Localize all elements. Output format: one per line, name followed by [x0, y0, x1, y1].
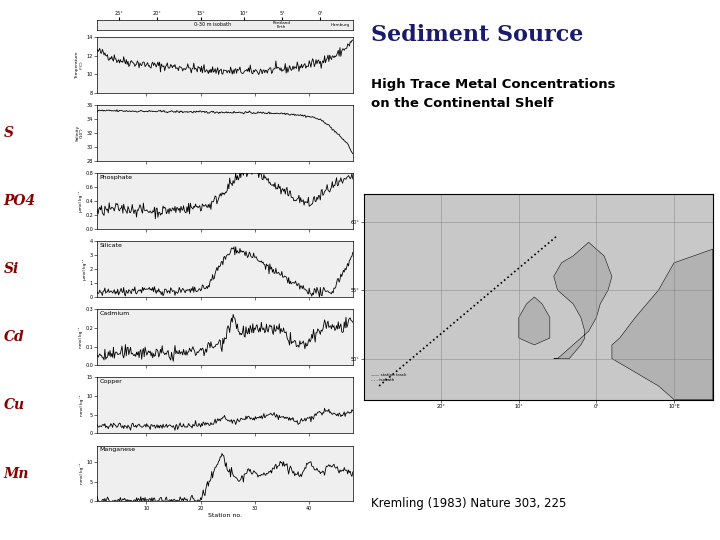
- Text: Kremling (1983) Nature 303, 225: Kremling (1983) Nature 303, 225: [371, 497, 566, 510]
- Text: Cu: Cu: [4, 399, 24, 413]
- Y-axis label: nmol kg⁻¹: nmol kg⁻¹: [80, 395, 84, 416]
- Y-axis label: Temperature
(°C): Temperature (°C): [76, 51, 84, 79]
- Y-axis label: µmol kg⁻¹: µmol kg⁻¹: [78, 190, 83, 212]
- X-axis label: Station no.: Station no.: [208, 514, 242, 518]
- Polygon shape: [519, 297, 550, 345]
- Y-axis label: Salinity
(10²): Salinity (10²): [76, 125, 84, 141]
- Y-axis label: nmol kg⁻¹: nmol kg⁻¹: [78, 327, 83, 348]
- Text: —— station track
- - - isobath: —— station track - - - isobath: [372, 373, 407, 382]
- Text: Si: Si: [4, 262, 19, 276]
- Text: 0-30 m isobath: 0-30 m isobath: [194, 23, 231, 28]
- Text: Manganese: Manganese: [100, 447, 136, 453]
- Y-axis label: µmol kg⁻¹: µmol kg⁻¹: [83, 259, 87, 280]
- Text: Cd: Cd: [4, 330, 24, 345]
- Polygon shape: [612, 249, 713, 400]
- Y-axis label: nmol kg⁻¹: nmol kg⁻¹: [80, 463, 84, 484]
- Text: PO4: PO4: [4, 194, 36, 208]
- Text: Sediment Source: Sediment Source: [371, 24, 583, 46]
- Text: S: S: [4, 126, 14, 140]
- Text: Silicate: Silicate: [100, 243, 122, 248]
- Polygon shape: [554, 242, 612, 359]
- Text: Mn: Mn: [4, 467, 29, 481]
- Text: Hamburg: Hamburg: [330, 23, 350, 27]
- Text: High Trace Metal Concentrations
on the Continental Shelf: High Trace Metal Concentrations on the C…: [371, 78, 616, 110]
- Text: Cadmium: Cadmium: [100, 311, 130, 316]
- Text: Pentland
Firth: Pentland Firth: [272, 21, 290, 29]
- Text: Phosphate: Phosphate: [100, 175, 132, 180]
- Text: Copper: Copper: [100, 379, 122, 384]
